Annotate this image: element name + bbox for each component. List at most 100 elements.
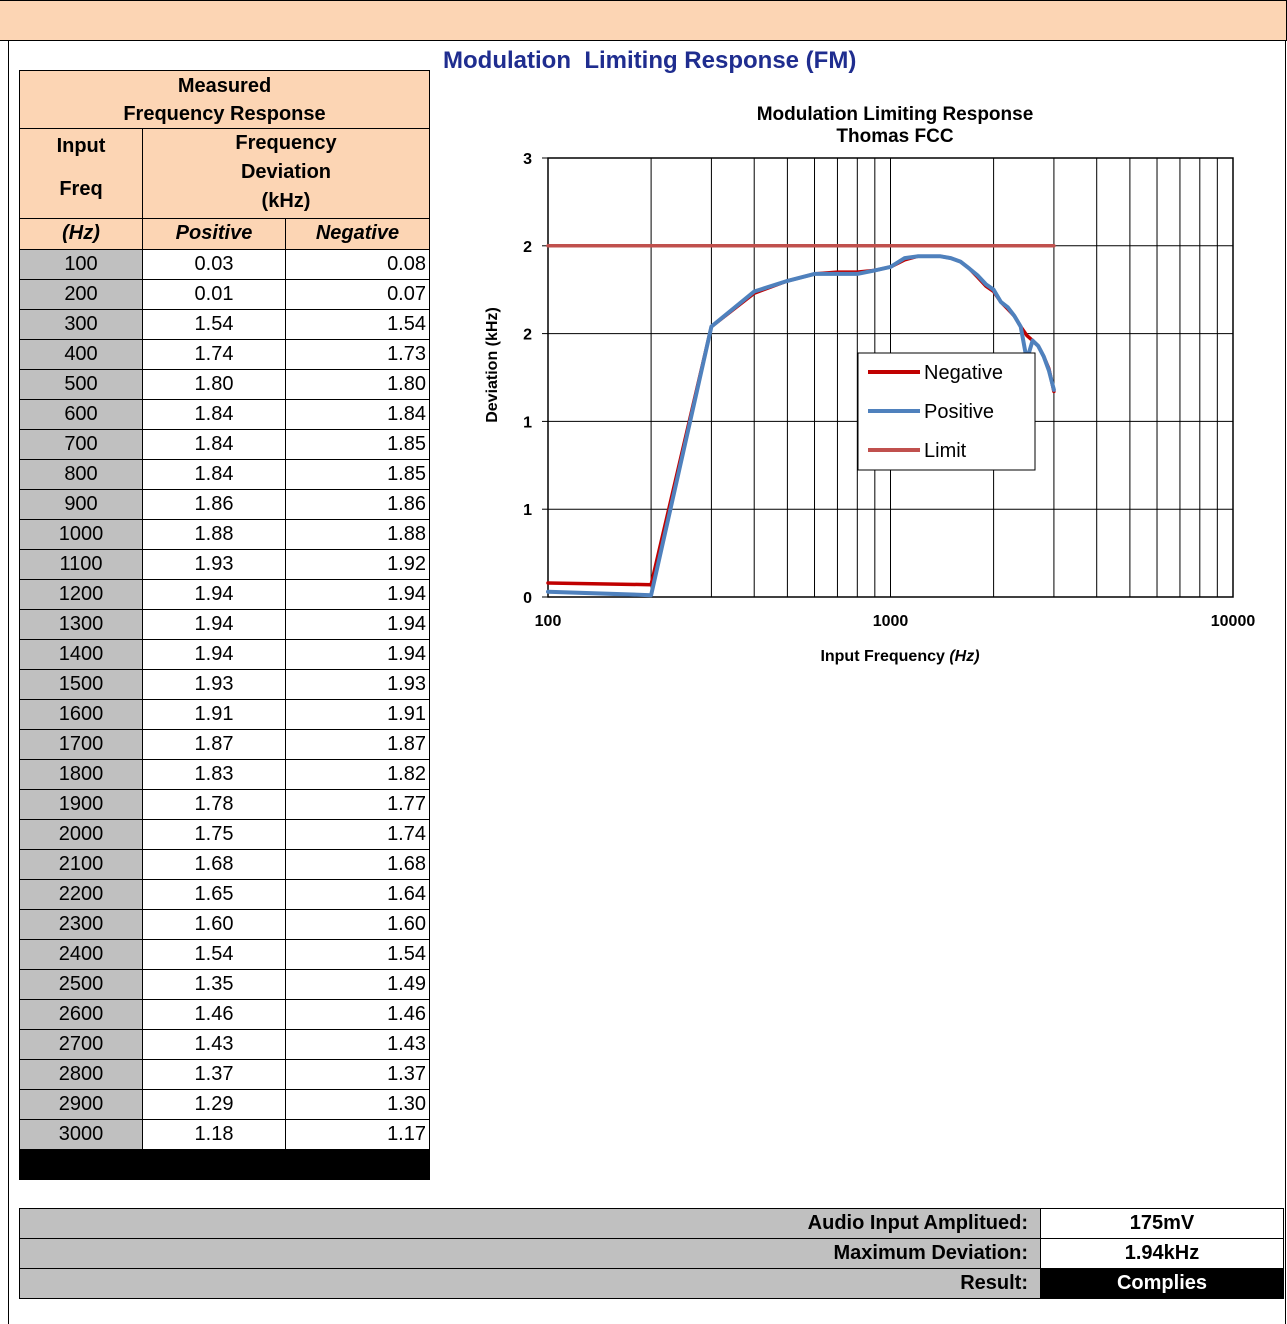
table-cell: 1.83 bbox=[142, 759, 286, 790]
table-cell: 2600 bbox=[19, 999, 143, 1030]
table-cell: 1.43 bbox=[285, 1029, 430, 1060]
table-cell: 500 bbox=[19, 369, 143, 400]
table-cell: 1.78 bbox=[142, 789, 286, 820]
y-tick-label: 1 bbox=[523, 414, 532, 431]
table-cell: 1.46 bbox=[142, 999, 286, 1030]
summary-label: Audio Input Amplitued: bbox=[19, 1208, 1041, 1239]
table-cell: 1.74 bbox=[285, 819, 430, 850]
table-cell: 1000 bbox=[19, 519, 143, 550]
table-cell: 400 bbox=[19, 339, 143, 370]
x-axis-label-unit: (Hz) bbox=[949, 648, 979, 665]
summary-label: Result: bbox=[19, 1268, 1041, 1299]
table-cell: 2100 bbox=[19, 849, 143, 880]
table-cell: 1.54 bbox=[285, 939, 430, 970]
x-tick-label: 1000 bbox=[873, 613, 909, 630]
table-cell: 1700 bbox=[19, 729, 143, 760]
table-cell: 1.88 bbox=[142, 519, 286, 550]
table-cell: 1900 bbox=[19, 789, 143, 820]
table-cell: 1.77 bbox=[285, 789, 430, 820]
table-cell: 1.94 bbox=[285, 639, 430, 670]
input-header-line: Input bbox=[56, 135, 106, 157]
frame-left bbox=[8, 40, 9, 1324]
table-cell: 1.75 bbox=[142, 819, 286, 850]
y-axis-label: Deviation (kHz) bbox=[484, 307, 501, 423]
table-cell: 1.94 bbox=[142, 639, 286, 670]
table-cell: 1.68 bbox=[142, 849, 286, 880]
table-cell: 600 bbox=[19, 399, 143, 430]
table-cell: 1.54 bbox=[142, 309, 286, 340]
table-cell: 900 bbox=[19, 489, 143, 520]
table-cell: 1.37 bbox=[285, 1059, 430, 1090]
table-cell: 0.01 bbox=[142, 279, 286, 310]
table-cell: 1300 bbox=[19, 609, 143, 640]
table-cell: 1800 bbox=[19, 759, 143, 790]
unit-header: Negative bbox=[285, 218, 430, 250]
table-cell: 1.93 bbox=[285, 669, 430, 700]
input-header: Input Freq bbox=[19, 128, 143, 219]
table-cell: 0.03 bbox=[142, 249, 286, 280]
table-cell: 1.73 bbox=[285, 339, 430, 370]
table-cell: 1.18 bbox=[142, 1119, 286, 1150]
deviation-header-line: Deviation bbox=[240, 161, 332, 183]
table-cell: 3000 bbox=[19, 1119, 143, 1150]
table-cell: 1.82 bbox=[285, 759, 430, 790]
table-cell: 1.93 bbox=[142, 669, 286, 700]
table-cell: 1.64 bbox=[285, 879, 430, 910]
table-cell: 1.43 bbox=[142, 1029, 286, 1060]
table-cell: 1.93 bbox=[142, 549, 286, 580]
chart-title: Modulation Limiting Response bbox=[757, 104, 1034, 125]
input-header-line: Freq bbox=[59, 178, 103, 200]
y-tick-label: 1 bbox=[523, 502, 532, 519]
x-tick-label: 10000 bbox=[1211, 613, 1256, 630]
table-cell: 1.84 bbox=[142, 459, 286, 490]
table-cell: 1.46 bbox=[285, 999, 430, 1030]
title-bar: Modulation Limiting Response (FM) bbox=[0, 0, 1287, 74]
table-cell: 1.29 bbox=[142, 1089, 286, 1120]
table-cell: 1.84 bbox=[142, 399, 286, 430]
table-cell: 1.49 bbox=[285, 969, 430, 1000]
table-cell: 1600 bbox=[19, 699, 143, 730]
table-title-line: Frequency Response bbox=[123, 103, 326, 125]
table-cell: 1.30 bbox=[285, 1089, 430, 1120]
legend-label: Positive bbox=[924, 401, 994, 423]
chart-title: Thomas FCC bbox=[836, 126, 953, 147]
unit-header: Positive bbox=[142, 218, 286, 250]
table-cell: 2300 bbox=[19, 909, 143, 940]
table-footer bbox=[19, 1149, 430, 1180]
table-cell: 1.74 bbox=[142, 339, 286, 370]
table-cell: 300 bbox=[19, 309, 143, 340]
summary-value: 175mV bbox=[1040, 1208, 1284, 1239]
table-cell: 1.87 bbox=[285, 729, 430, 760]
table-cell: 1.94 bbox=[285, 579, 430, 610]
table-cell: 1.17 bbox=[285, 1119, 430, 1150]
table-title: Measured Frequency Response bbox=[19, 70, 430, 129]
x-tick-label: 100 bbox=[535, 613, 562, 630]
plot-border bbox=[547, 157, 1234, 598]
table-cell: 1.94 bbox=[142, 609, 286, 640]
table-cell: 1.60 bbox=[142, 909, 286, 940]
table-cell: 1.94 bbox=[285, 609, 430, 640]
table-cell: 200 bbox=[19, 279, 143, 310]
summary-value: 1.94kHz bbox=[1040, 1238, 1284, 1269]
deviation-header-line: (kHz) bbox=[261, 190, 311, 212]
table-cell: 1.94 bbox=[142, 579, 286, 610]
table-cell: 1400 bbox=[19, 639, 143, 670]
table-cell: 2900 bbox=[19, 1089, 143, 1120]
table-cell: 1.84 bbox=[285, 399, 430, 430]
table-cell: 1.86 bbox=[142, 489, 286, 520]
table-cell: 2700 bbox=[19, 1029, 143, 1060]
y-tick-label: 3 bbox=[523, 151, 532, 168]
table-cell: 1.91 bbox=[285, 699, 430, 730]
table-cell: 700 bbox=[19, 429, 143, 460]
unit-header: (Hz) bbox=[19, 218, 143, 250]
table-cell: 1.65 bbox=[142, 879, 286, 910]
table-cell: 2800 bbox=[19, 1059, 143, 1090]
table-cell: 1.54 bbox=[285, 309, 430, 340]
x-axis-label: Input Frequency (Hz) bbox=[820, 648, 979, 665]
table-cell: 1500 bbox=[19, 669, 143, 700]
legend-label: Negative bbox=[924, 362, 1003, 384]
table-cell: 1.60 bbox=[285, 909, 430, 940]
table-cell: 1.88 bbox=[285, 519, 430, 550]
